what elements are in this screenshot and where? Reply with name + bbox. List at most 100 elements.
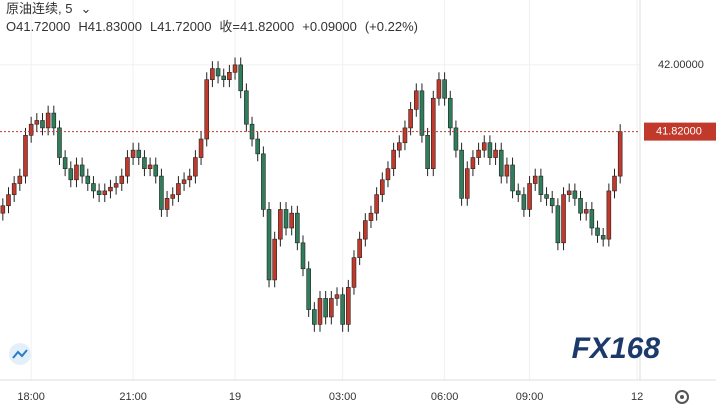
candle-body bbox=[34, 120, 40, 125]
candle-body bbox=[198, 138, 204, 158]
candle-body bbox=[102, 190, 108, 195]
candle-body bbox=[300, 242, 306, 270]
candle-body bbox=[397, 142, 402, 151]
candle-body bbox=[68, 168, 74, 181]
candle-body bbox=[278, 209, 283, 240]
candle-body bbox=[583, 209, 589, 214]
candle-body bbox=[419, 90, 425, 136]
candle-body bbox=[498, 149, 504, 177]
candle-body bbox=[187, 175, 193, 181]
candle-body bbox=[17, 175, 23, 184]
candle-body bbox=[561, 194, 566, 244]
candle-body bbox=[504, 164, 510, 177]
x-tick-label: 19 bbox=[229, 391, 241, 403]
candle-body bbox=[266, 209, 272, 281]
candle-body bbox=[430, 97, 436, 169]
candle-body bbox=[532, 175, 538, 184]
candle-body bbox=[612, 175, 617, 192]
candle-body bbox=[108, 186, 113, 192]
candle-body bbox=[329, 298, 334, 318]
candle-body bbox=[142, 157, 147, 169]
settings-icon[interactable] bbox=[675, 390, 689, 404]
candle-body bbox=[385, 168, 391, 181]
candle-body bbox=[414, 90, 419, 110]
candle-body bbox=[153, 164, 159, 177]
candle-body bbox=[255, 138, 260, 155]
candle-body bbox=[323, 298, 328, 318]
last-price-label: 41.82000 bbox=[656, 126, 702, 138]
candle-body bbox=[6, 194, 11, 207]
candle-body bbox=[238, 64, 243, 92]
candle-body bbox=[147, 164, 153, 169]
candle-body bbox=[351, 257, 357, 288]
candle-body bbox=[261, 153, 266, 210]
candle-body bbox=[595, 227, 600, 236]
candle-body bbox=[62, 157, 68, 169]
candle-body bbox=[181, 179, 187, 184]
candle-body bbox=[357, 238, 362, 258]
candle-body bbox=[493, 149, 498, 158]
candle-body bbox=[538, 175, 544, 195]
candle-body bbox=[164, 198, 170, 210]
candle-body bbox=[283, 209, 289, 229]
change-pct: (+0.22%) bbox=[364, 19, 418, 34]
candle-body bbox=[510, 164, 515, 192]
candle-body bbox=[487, 142, 493, 158]
candle-body bbox=[210, 68, 215, 81]
candle-body bbox=[170, 194, 176, 199]
candle-body bbox=[453, 127, 459, 151]
layer: 18:00 21:00 19 03:00 06:00 09:00 12 42.00000 41.… bbox=[0, 57, 716, 403]
cloud-icon[interactable] bbox=[9, 343, 31, 365]
candle-body bbox=[425, 135, 430, 169]
candle-body bbox=[334, 294, 340, 299]
candle-body bbox=[549, 198, 555, 207]
candle-body bbox=[436, 79, 442, 99]
x-tick-label: 03:00 bbox=[329, 391, 357, 403]
dropdown[interactable]: ⌄ bbox=[80, 1, 92, 16]
candle-body bbox=[272, 238, 277, 281]
x-tick-label: 12 bbox=[631, 391, 643, 403]
candle-body bbox=[317, 298, 323, 325]
close: 收=41.82000 bbox=[219, 19, 295, 34]
candle-body bbox=[459, 149, 464, 199]
candle-body bbox=[130, 149, 136, 158]
candle-body bbox=[28, 123, 34, 136]
candle-body bbox=[391, 149, 396, 169]
x-tick-label: 09:00 bbox=[516, 391, 544, 403]
open: O41.72000 bbox=[6, 19, 71, 34]
candle-body bbox=[578, 198, 583, 214]
candle-body bbox=[572, 190, 578, 199]
candle-body bbox=[40, 120, 45, 129]
candle-body bbox=[159, 175, 164, 210]
candle-body bbox=[346, 287, 351, 325]
candle-body bbox=[74, 164, 79, 181]
candle-body bbox=[204, 79, 210, 140]
candle-body bbox=[447, 97, 453, 129]
candle-body bbox=[215, 68, 221, 77]
candle-body bbox=[85, 175, 91, 184]
x-tick-label: 21:00 bbox=[119, 391, 147, 403]
symbol: 原油连续, 5 bbox=[6, 1, 73, 16]
candle-body bbox=[51, 112, 57, 129]
candle-body bbox=[119, 175, 125, 184]
candle-body bbox=[193, 157, 198, 177]
candle-body bbox=[402, 127, 408, 144]
candle-body bbox=[606, 190, 612, 240]
candle-body bbox=[289, 212, 294, 229]
candle-body bbox=[136, 149, 142, 158]
candle-body bbox=[0, 205, 6, 214]
x-tick-label: 18:00 bbox=[17, 391, 45, 403]
candle-body bbox=[113, 183, 119, 188]
last-price-box bbox=[644, 122, 716, 141]
candle-body bbox=[244, 90, 249, 125]
low: L41.72000 bbox=[149, 19, 212, 34]
candle-body bbox=[363, 220, 368, 240]
high: H41.83000 bbox=[78, 19, 142, 34]
candle-body bbox=[11, 183, 17, 195]
candle-body bbox=[96, 190, 102, 195]
y-tick-label: 42.00000 bbox=[658, 59, 704, 71]
x-tick-label: 06:00 bbox=[431, 391, 459, 403]
